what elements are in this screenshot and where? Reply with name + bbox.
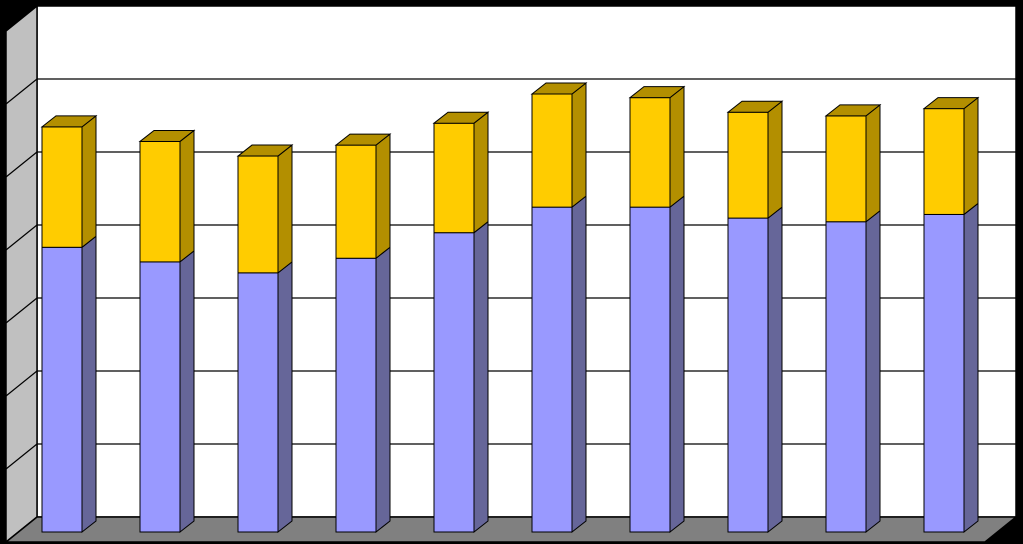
bar-side-series-1 (963, 202, 979, 534)
bar-side-series-2 (865, 103, 881, 223)
gridline-side (5, 443, 38, 470)
bar-series-1 (727, 217, 769, 533)
gridline-side (5, 297, 38, 324)
bar-side-series-1 (669, 195, 685, 534)
bar-series-1 (237, 272, 279, 533)
bar-side-series-2 (767, 100, 783, 220)
bar-series-1 (531, 206, 573, 533)
bar-side-series-1 (473, 220, 489, 534)
bar-side-series-2 (473, 111, 489, 234)
bar-top-series-2 (40, 115, 98, 128)
bar-stack (922, 96, 980, 534)
bar-stack (236, 144, 294, 534)
bar-series-2 (41, 126, 83, 248)
bar-side-series-1 (767, 206, 783, 534)
bar-side-series-2 (277, 144, 293, 274)
bar-stack (628, 85, 686, 534)
bar-top-series-2 (824, 104, 882, 117)
bar-side-series-2 (571, 81, 587, 209)
bar-side-series-1 (81, 235, 97, 534)
bar-side-series-2 (179, 129, 195, 263)
bars (40, 81, 980, 534)
bar-series-2 (629, 97, 671, 208)
bar-stack (530, 81, 588, 534)
bar-side-series-1 (277, 260, 293, 534)
side-wall (5, 4, 38, 544)
bar-stack (726, 100, 784, 534)
bar-series-2 (825, 115, 867, 223)
bar-stack (138, 129, 196, 534)
bar-side-series-1 (865, 209, 881, 534)
bar-top-series-2 (726, 100, 784, 113)
bar-stack (40, 114, 98, 534)
gridline-side (5, 370, 38, 397)
bar-series-1 (923, 213, 965, 533)
bar-series-2 (531, 93, 573, 208)
bar-side-series-1 (571, 195, 587, 534)
bar-series-1 (433, 232, 475, 533)
bar-series-1 (825, 221, 867, 533)
bar-series-2 (727, 111, 769, 219)
bar-side-series-2 (375, 133, 391, 260)
bar-series-2 (433, 122, 475, 234)
bar-side-series-1 (375, 246, 391, 534)
bar-series-1 (629, 206, 671, 533)
bar-series-2 (335, 144, 377, 259)
gridline-side (5, 78, 38, 105)
bar-side-series-1 (179, 249, 195, 534)
bar-series-1 (41, 246, 83, 533)
bar-top-series-2 (530, 82, 588, 95)
bar-top-series-2 (138, 129, 196, 142)
bar-stack (824, 103, 882, 534)
bar-stack (432, 111, 490, 534)
bar-top-series-2 (334, 133, 392, 146)
bar-series-2 (237, 155, 279, 274)
bar-top-series-2 (236, 144, 294, 157)
bar-top-series-2 (628, 86, 686, 99)
bar-series-2 (139, 140, 181, 263)
bar-side-series-2 (669, 85, 685, 209)
gridline-side (5, 224, 38, 251)
bar-series-1 (335, 257, 377, 533)
bar-side-series-2 (963, 96, 979, 216)
bar-stack (334, 133, 392, 534)
bar-series-1 (139, 261, 181, 533)
bar-top-series-2 (432, 111, 490, 124)
bar-side-series-2 (81, 114, 97, 249)
gridline-side (5, 151, 38, 178)
bar-series-2 (923, 108, 965, 215)
bar-top-series-2 (922, 97, 980, 110)
